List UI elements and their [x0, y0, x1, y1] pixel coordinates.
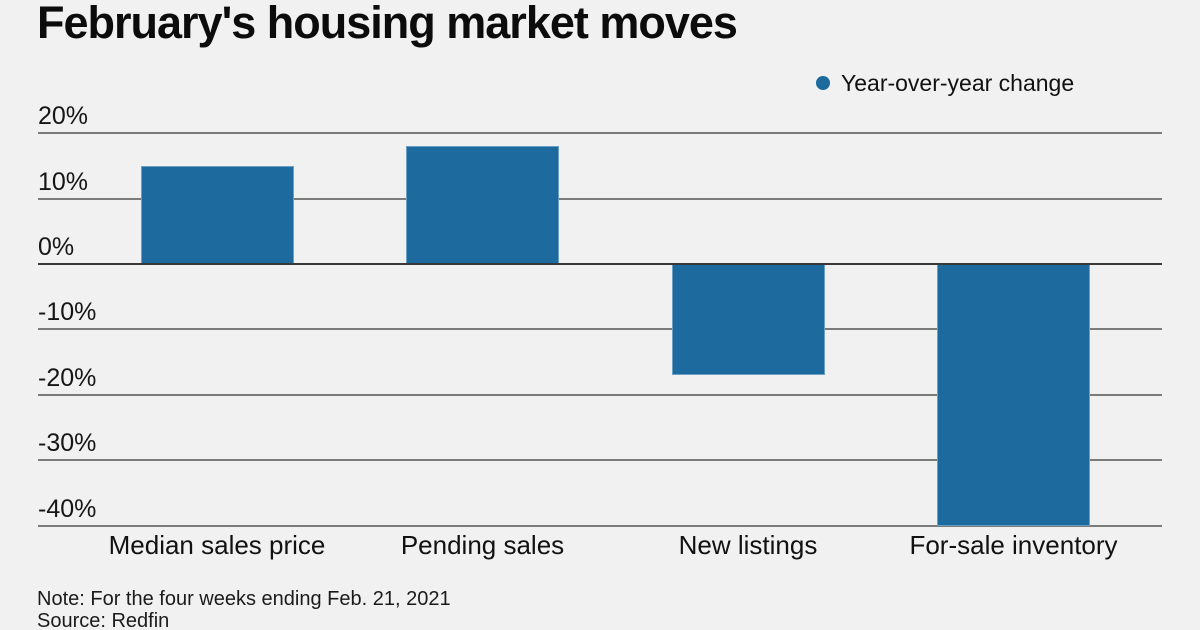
bar-new-listings — [671, 264, 825, 376]
y-axis-tick-label: 10% — [38, 167, 89, 196]
x-axis-category-label: For-sale inventory — [909, 530, 1118, 560]
y-axis-tick-label: -20% — [38, 363, 97, 392]
chart-title: February's housing market moves — [37, 0, 738, 48]
y-axis-tick-label: -10% — [38, 298, 97, 327]
bar-median-sales-price — [140, 165, 294, 264]
footnote: Note: For the four weeks ending Feb. 21,… — [37, 588, 451, 610]
y-axis-tick-label: -40% — [38, 494, 97, 523]
gridline--30 — [38, 459, 1162, 462]
y-axis-tick-label: 20% — [38, 102, 89, 131]
zero-baseline — [38, 263, 1162, 265]
x-axis-category-label: Pending sales — [400, 530, 565, 560]
y-axis-tick-label: 0% — [38, 233, 75, 261]
bar-for-sale-inventory — [937, 264, 1090, 526]
gridline--40 — [38, 524, 1162, 527]
gridline--10 — [38, 328, 1162, 331]
source-line: Source: Redfin — [37, 610, 170, 630]
gridline-20 — [38, 132, 1162, 135]
legend-label: Year-over-year change — [841, 70, 1075, 96]
gridline--20 — [38, 393, 1162, 396]
gridline-10 — [38, 197, 1162, 200]
bar-pending-sales — [406, 146, 559, 264]
y-axis-tick-label: -30% — [38, 429, 97, 458]
x-axis-category-label: Median sales price — [108, 530, 326, 560]
legend: Year-over-year change — [816, 70, 1074, 96]
legend-dot-icon — [816, 76, 830, 90]
x-axis-category-label: New listings — [678, 530, 818, 560]
